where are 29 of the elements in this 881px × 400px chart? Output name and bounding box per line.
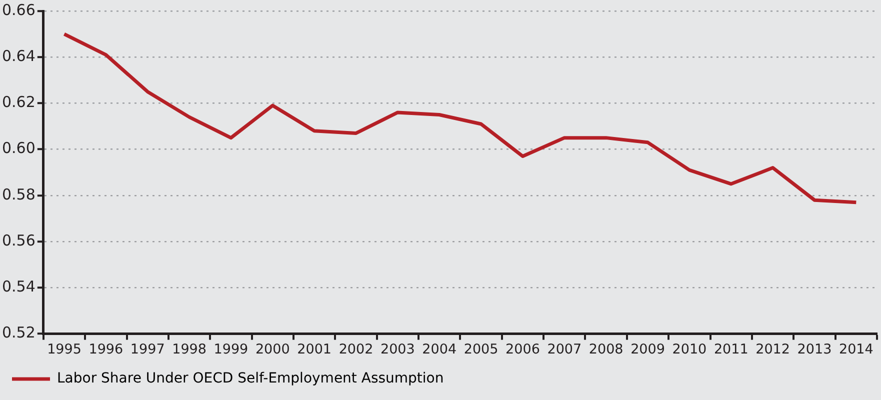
y-tick-label: 0.58 (2, 185, 36, 204)
legend-label: Labor Share Under OECD Self-Employment Assumption (57, 370, 444, 387)
x-tick-label: 2008 (588, 341, 624, 358)
x-tick-label: 2012 (756, 341, 790, 358)
x-tick-label: 1997 (130, 341, 165, 358)
x-tick-label: 2013 (797, 341, 832, 358)
y-tick-label: 0.62 (2, 93, 36, 112)
y-tick-label: 0.64 (2, 47, 36, 66)
x-tick-label: 2014 (838, 341, 874, 358)
x-tick-label: 2007 (547, 341, 582, 358)
y-tick-label: 0.56 (2, 231, 36, 250)
x-tick-label: 2010 (672, 341, 707, 358)
y-tick-label: 0.66 (2, 0, 36, 19)
x-tick-label: 2003 (380, 341, 415, 358)
x-tick-label: 1998 (172, 341, 206, 358)
x-tick-label: 2006 (506, 341, 540, 358)
y-tick-label: 0.54 (2, 278, 36, 296)
x-tick-label: 2002 (338, 341, 374, 358)
x-tick-label: 2005 (464, 341, 498, 358)
x-tick-label: 2009 (630, 341, 665, 358)
x-tick-label: 1996 (88, 341, 124, 358)
y-tick-label: 0.52 (2, 324, 36, 342)
y-tick-label: 0.60 (2, 139, 36, 158)
x-tick-label: 2011 (714, 341, 748, 358)
x-tick-label: 1995 (47, 341, 82, 358)
x-tick-label: 2001 (297, 341, 332, 358)
x-tick-label: 2000 (255, 341, 290, 358)
x-tick-label: 1999 (214, 341, 248, 358)
x-tick-label: 2004 (422, 341, 457, 358)
